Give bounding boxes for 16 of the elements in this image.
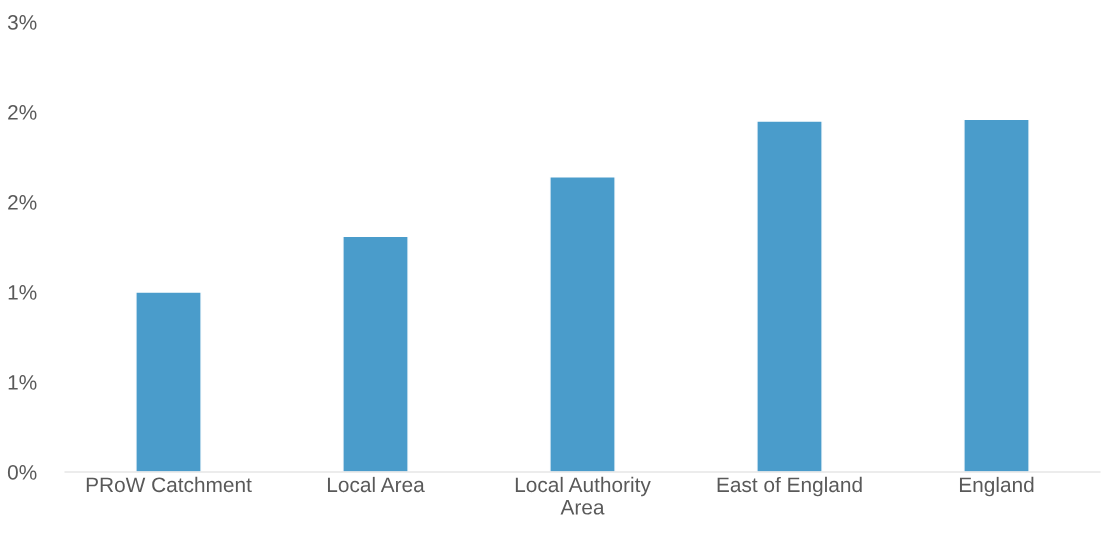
x-tick-label: England — [959, 476, 1034, 497]
y-tick-label: 2% — [8, 105, 37, 120]
y-tick-label: 3% — [7, 15, 37, 30]
y-tick-label: 2% — [8, 195, 37, 210]
bar — [549, 176, 616, 472]
x-tick-label: East of England — [717, 476, 862, 497]
y-tick-label: 0% — [7, 465, 37, 480]
x-tick-label: Local Authority Area — [515, 476, 651, 515]
y-tick-label: 1% — [8, 285, 37, 300]
bar — [342, 235, 409, 472]
bar — [135, 291, 202, 472]
bar — [963, 118, 1030, 472]
x-tick-label: Local Area — [327, 476, 425, 493]
x-tick-label: PRoW Catchment — [86, 476, 252, 493]
y-tick-label: 1% — [8, 375, 37, 390]
bar — [756, 120, 823, 472]
